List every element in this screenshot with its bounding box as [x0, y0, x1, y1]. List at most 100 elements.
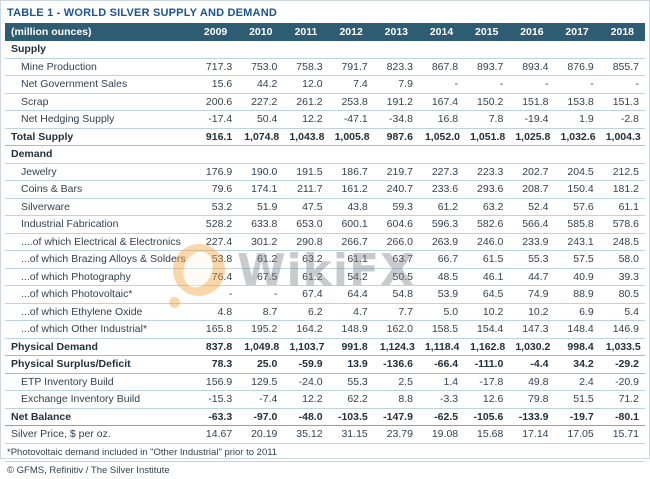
- value-cell: 151.3: [599, 93, 645, 111]
- value-cell: 7.8: [464, 110, 510, 129]
- value-cell: -29.2: [599, 355, 645, 374]
- value-cell: 51.9: [238, 198, 284, 216]
- value-cell: 10.2: [464, 303, 510, 321]
- value-cell: 240.7: [373, 180, 419, 199]
- value-cell: 6.2: [283, 303, 329, 321]
- value-cell: 14.67: [193, 425, 239, 444]
- year-header: 2017: [554, 23, 600, 41]
- year-header: 2010: [238, 23, 284, 41]
- table-row: Mine Production 717.3 753.0 758.3 791.7 823.3…: [5, 58, 645, 76]
- value-cell: 837.8: [193, 338, 239, 356]
- value-cell: 190.0: [238, 163, 284, 181]
- value-cell: 600.1: [328, 215, 374, 234]
- value-cell: [373, 145, 419, 164]
- year-header: 2013: [373, 23, 419, 41]
- value-cell: 64.5: [464, 285, 510, 304]
- value-cell: 1,124.3: [373, 338, 419, 356]
- value-cell: [554, 41, 600, 59]
- row-label: Physical Surplus/Deficit: [5, 355, 193, 374]
- value-cell: 12.2: [283, 390, 329, 409]
- value-cell: 150.2: [464, 93, 510, 111]
- row-label: Industrial Fabrication: [5, 215, 193, 234]
- value-cell: 181.2: [599, 180, 645, 199]
- value-cell: 653.0: [283, 215, 329, 234]
- value-cell: 16.8: [418, 110, 465, 129]
- table-row: ...of which Photography 76.4 67.5 61.2 54.2 5…: [5, 268, 645, 286]
- value-cell: 191.5: [283, 163, 329, 181]
- value-cell: 40.9: [554, 268, 600, 286]
- value-cell: 15.6: [193, 75, 239, 94]
- value-cell: [418, 41, 465, 59]
- value-cell: 13.9: [328, 355, 374, 374]
- value-cell: [238, 41, 284, 59]
- value-cell: 76.4: [193, 268, 239, 286]
- value-cell: 211.7: [283, 180, 329, 199]
- value-cell: [328, 145, 374, 164]
- value-cell: 49.8: [509, 373, 555, 391]
- value-cell: -15.3: [193, 390, 239, 409]
- value-cell: 19.08: [418, 425, 465, 444]
- value-cell: 50.5: [373, 268, 419, 286]
- row-label: Scrap: [5, 93, 193, 111]
- row-label: ....of which Electrical & Electronics: [5, 233, 193, 251]
- value-cell: 867.8: [418, 58, 465, 76]
- value-cell: 596.3: [418, 215, 465, 234]
- table-row: Silverware 53.2 51.9 47.5 43.8 59.3 61.2 63.2 52…: [5, 198, 645, 216]
- value-cell: -66.4: [418, 355, 465, 374]
- table-row: Silver Price, $ per oz. 14.67 20.19 35.12 31…: [5, 425, 645, 444]
- value-cell: 63.7: [373, 250, 419, 269]
- value-cell: -4.4: [509, 355, 555, 374]
- value-cell: 4.7: [328, 303, 374, 321]
- row-label: Physical Demand: [5, 338, 193, 356]
- value-cell: 61.1: [328, 250, 374, 269]
- value-cell: -63.3: [193, 407, 239, 426]
- value-cell: -19.4: [509, 110, 555, 129]
- value-cell: 1,004.3: [599, 128, 645, 146]
- value-cell: -133.9: [509, 407, 555, 426]
- year-header: 2018: [599, 23, 645, 41]
- value-cell: -20.9: [599, 373, 645, 391]
- value-cell: 253.8: [328, 93, 374, 111]
- value-cell: 261.2: [283, 93, 329, 111]
- value-cell: 15.71: [599, 425, 645, 444]
- value-cell: 1,025.8: [509, 128, 555, 146]
- value-cell: -: [599, 75, 645, 94]
- value-cell: 78.3: [193, 355, 239, 374]
- value-cell: [238, 145, 284, 164]
- value-cell: 791.7: [328, 58, 374, 76]
- value-cell: 243.1: [554, 233, 600, 251]
- value-cell: 50.4: [238, 110, 284, 129]
- value-cell: 1,033.5: [599, 338, 645, 356]
- value-cell: 167.4: [418, 93, 465, 111]
- value-cell: 6.9: [554, 303, 600, 321]
- value-cell: 293.6: [464, 180, 510, 199]
- value-cell: 34.2: [554, 355, 600, 374]
- value-cell: 8.7: [238, 303, 284, 321]
- value-cell: 1.9: [554, 110, 600, 129]
- value-cell: 8.8: [373, 390, 419, 409]
- value-cell: [418, 145, 465, 164]
- value-cell: 88.9: [554, 285, 600, 304]
- value-cell: 893.4: [509, 58, 555, 76]
- value-cell: 161.2: [328, 180, 374, 199]
- value-cell: 186.7: [328, 163, 374, 181]
- value-cell: 248.5: [599, 233, 645, 251]
- value-cell: 1,162.8: [464, 338, 510, 356]
- row-label: ...of which Other Industrial*: [5, 320, 193, 339]
- value-cell: -24.0: [283, 373, 329, 391]
- value-cell: 227.3: [418, 163, 465, 181]
- value-cell: 212.5: [599, 163, 645, 181]
- value-cell: 246.0: [464, 233, 510, 251]
- value-cell: [464, 41, 510, 59]
- value-cell: 266.0: [373, 233, 419, 251]
- value-cell: 200.6: [193, 93, 239, 111]
- value-cell: 43.8: [328, 198, 374, 216]
- row-label: Demand: [5, 145, 193, 164]
- value-cell: 1,043.8: [283, 128, 329, 146]
- value-cell: 916.1: [193, 128, 239, 146]
- value-cell: 148.9: [328, 320, 374, 339]
- value-cell: 290.8: [283, 233, 329, 251]
- year-header: 2014: [418, 23, 465, 41]
- year-header: 2009: [193, 23, 239, 41]
- value-cell: [509, 41, 555, 59]
